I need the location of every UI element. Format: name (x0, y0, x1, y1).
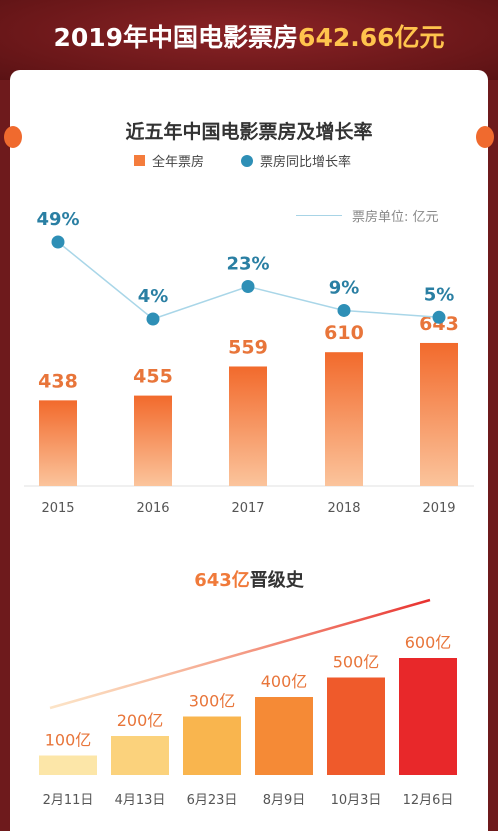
bar-value-label: 455 (133, 366, 173, 388)
legend-item-growth: 票房同比增长率 (241, 151, 351, 170)
bar-2019 (420, 342, 458, 486)
chart2-title: 643亿晋级史 (0, 566, 498, 592)
growth-value-label: 5% (424, 284, 455, 305)
unit-note: 票房单位: 亿元 (296, 206, 439, 225)
growth-value-label: 23% (226, 253, 269, 274)
milestone-value-label: 500亿 (333, 653, 380, 672)
chart2-title-accent: 643亿 (194, 570, 250, 591)
bar-value-label: 438 (38, 370, 78, 392)
growth-point-2018 (337, 303, 351, 317)
bar-value-label: 610 (324, 322, 364, 344)
title-value: 642.66亿元 (298, 23, 445, 52)
milestone-value-label: 300亿 (189, 692, 236, 711)
card-corner-left (4, 126, 22, 148)
card-corner-right (476, 126, 494, 148)
milestone-date-label: 6月23日 (187, 793, 238, 808)
bar-2016 (134, 395, 172, 486)
growth-value-label: 4% (138, 286, 169, 307)
milestone-bar-6 (399, 658, 457, 775)
legend-swatch-line (241, 154, 253, 167)
chart1-title: 近五年中国电影票房及增长率 (125, 121, 373, 143)
legend-label-box-office: 全年票房 (152, 155, 205, 170)
milestone-value-label: 200亿 (117, 711, 164, 730)
header-banner (0, 0, 498, 80)
bar-2015 (39, 400, 77, 486)
milestone-date-label: 10月3日 (331, 793, 382, 808)
title-prefix: 2019年中国电影票房 (53, 23, 299, 52)
milestone-date-label: 12月6日 (403, 793, 454, 808)
x-tick-label: 2019 (422, 501, 455, 516)
milestone-value-label: 100亿 (45, 731, 92, 750)
milestone-date-label: 8月9日 (263, 793, 306, 808)
milestone-date-label: 4月13日 (115, 793, 166, 808)
milestone-bar-2 (111, 736, 169, 775)
x-tick-label: 2015 (41, 501, 74, 516)
legend-label-growth: 票房同比增长率 (260, 155, 352, 170)
bar-value-label: 559 (228, 336, 268, 358)
milestone-bar-4 (255, 697, 313, 775)
growth-value-label: 9% (329, 277, 360, 298)
milestone-date-label: 2月11日 (43, 793, 94, 808)
bar-2017 (229, 366, 267, 486)
milestone-value-label: 400亿 (261, 672, 308, 691)
milestone-bar-1 (39, 755, 97, 775)
trend-arrow-line (49, 598, 431, 710)
growth-point-2017 (241, 279, 255, 293)
growth-point-2019 (432, 310, 446, 324)
page-title: 2019年中国电影票房642.66亿元 (0, 18, 498, 54)
milestone-bar-5 (327, 677, 385, 775)
growth-point-2016 (146, 312, 160, 326)
growth-point-2015 (51, 235, 65, 249)
chart1-legend: 全年票房 票房同比增长率 (0, 151, 498, 171)
legend-swatch-bar (134, 155, 145, 166)
x-tick-label: 2017 (231, 501, 264, 516)
bar-2018 (325, 352, 363, 486)
milestone-value-label: 600亿 (405, 633, 452, 652)
unit-line (296, 215, 342, 216)
bar-value-label: 643 (419, 313, 459, 335)
chart2-title-rest: 晋级史 (249, 570, 304, 591)
legend-item-box-office: 全年票房 (134, 151, 204, 170)
unit-label: 票房单位: 亿元 (352, 210, 439, 225)
growth-value-label: 49% (36, 209, 79, 230)
x-tick-label: 2018 (327, 501, 360, 516)
x-tick-label: 2016 (136, 501, 169, 516)
milestone-bar-3 (183, 716, 241, 775)
